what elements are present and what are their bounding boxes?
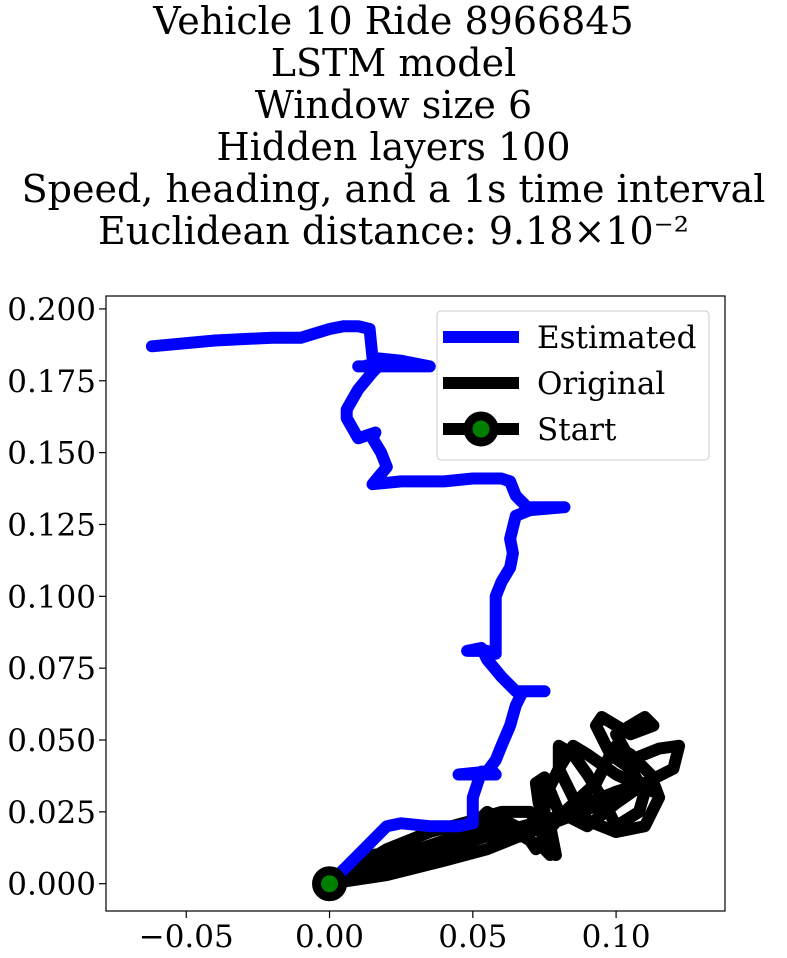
x-tick-label: 0.05 <box>438 919 507 955</box>
y-tick-label: 0.050 <box>7 723 96 759</box>
title-line-3: Window size 6 <box>254 83 533 127</box>
start-marker <box>312 866 348 902</box>
chart-title: Vehicle 10 Ride 8966845 LSTM model Windo… <box>0 0 787 252</box>
y-tick-label: 0.075 <box>7 651 96 687</box>
x-tick-label: 0.00 <box>295 919 364 955</box>
legend-original-label: Original <box>537 366 665 402</box>
title-line-6: Euclidean distance: 9.18×10⁻² <box>98 209 689 253</box>
title-line-5: Speed, heading, and a 1s time interval <box>21 167 766 211</box>
plot-frame <box>105 295 726 912</box>
series-line-estimated <box>145 320 571 890</box>
title-line-4: Hidden layers 100 <box>216 125 571 169</box>
y-tick-label: 0.000 <box>7 867 96 903</box>
start-layer <box>312 866 348 902</box>
title-line-2: LSTM model <box>270 41 517 85</box>
legend-start-label: Start <box>537 412 617 448</box>
legend-start-marker <box>463 411 499 447</box>
y-tick-label: 0.125 <box>7 507 96 543</box>
y-tick-label: 0.200 <box>7 292 96 328</box>
legend-estimated-label: Estimated <box>537 320 696 356</box>
series-line-original <box>323 711 686 890</box>
x-tick-label: 0.10 <box>582 919 651 955</box>
y-tick-label: 0.175 <box>7 364 96 400</box>
y-tick-label: 0.025 <box>7 795 96 831</box>
x-tick-label: −0.05 <box>139 919 234 955</box>
y-tick-label: 0.100 <box>7 579 96 615</box>
legend: Estimated Original Start <box>436 310 710 461</box>
series-layer <box>145 320 686 890</box>
y-tick-label: 0.150 <box>7 436 96 472</box>
legend-box <box>436 310 710 461</box>
title-line-1: Vehicle 10 Ride 8966845 <box>153 0 634 43</box>
axes-layer: −0.05 0.00 0.05 0.10 0.000 0.025 0.050 0.075 0.1… <box>7 292 650 955</box>
